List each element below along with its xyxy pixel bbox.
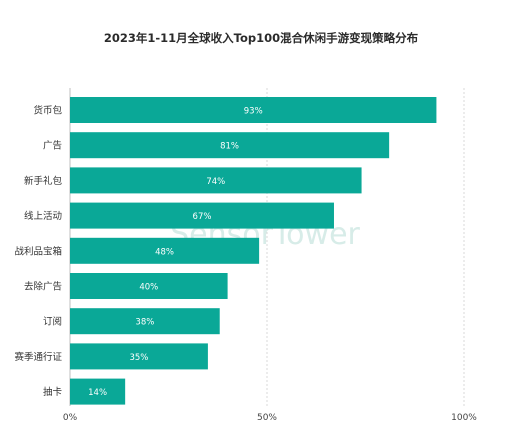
bar bbox=[70, 378, 126, 405]
bar bbox=[70, 202, 334, 229]
bar-value-label: 81% bbox=[220, 142, 239, 152]
x-tick-label: 0% bbox=[63, 413, 78, 423]
chart-title: 2023年1-11月全球收入Top100混合休闲手游变现策略分布 bbox=[103, 31, 419, 45]
x-tick-label: 100% bbox=[451, 413, 477, 423]
bar bbox=[70, 343, 208, 370]
category-label: 订阅 bbox=[43, 316, 62, 328]
category-label: 抽卡 bbox=[43, 386, 63, 398]
category-label: 货币包 bbox=[33, 105, 62, 117]
bar-value-label: 67% bbox=[193, 212, 212, 222]
bar bbox=[70, 273, 228, 299]
bar-value-label: 35% bbox=[129, 353, 148, 363]
bar bbox=[70, 97, 437, 123]
bar-value-label: 48% bbox=[155, 247, 174, 257]
bar bbox=[70, 308, 220, 335]
category-label: 去除广告 bbox=[24, 281, 62, 293]
bars: 93% 81% 74% 67% 48% 40% 38% 35% 14% bbox=[70, 97, 437, 405]
category-label: 赛季通行证 bbox=[14, 351, 62, 363]
bar-value-label: 74% bbox=[206, 177, 225, 187]
bar-value-label: 40% bbox=[139, 283, 158, 293]
bar bbox=[70, 132, 390, 159]
bar-value-label: 38% bbox=[135, 318, 154, 328]
category-label: 广告 bbox=[43, 140, 62, 152]
x-axis-ticks: 0% 50% 100% bbox=[63, 413, 477, 423]
x-tick-label: 50% bbox=[257, 413, 277, 423]
bar-value-label: 14% bbox=[88, 388, 107, 398]
category-label: 战利品宝箱 bbox=[14, 245, 62, 257]
bar-value-label: 93% bbox=[244, 107, 263, 117]
bar bbox=[70, 237, 260, 264]
category-label: 线上活动 bbox=[24, 210, 62, 222]
bar bbox=[70, 167, 362, 194]
category-label: 新手礼包 bbox=[24, 175, 63, 187]
